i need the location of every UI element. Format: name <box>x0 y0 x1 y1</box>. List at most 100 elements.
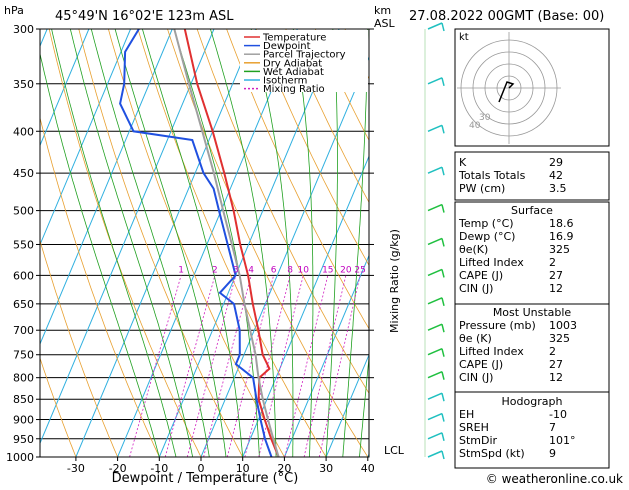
series-dewpoint <box>119 29 273 457</box>
wind-barb-flag <box>441 22 445 32</box>
legend-background <box>240 30 368 92</box>
mixing-ratio-line <box>226 275 274 457</box>
wind-barb-flag <box>441 348 445 357</box>
index-label: CAPE (J) <box>459 269 503 282</box>
wet-adiabat-line <box>342 29 369 457</box>
legend-label: Wet Adiabat <box>263 67 324 78</box>
index-label: CAPE (J) <box>459 358 503 371</box>
wet-adiabat-line <box>114 29 227 457</box>
wind-barb-staff <box>427 392 443 400</box>
pressure-tick-label: 850 <box>13 393 34 406</box>
temperature-tick-label: 10 <box>236 462 250 475</box>
pressure-tick-label: 400 <box>13 125 34 138</box>
index-label: Dewp (°C) <box>459 230 515 243</box>
mixing-ratio-label: 10 <box>297 265 309 275</box>
mixing-ratio-line <box>258 275 304 457</box>
isotherm-line <box>0 29 5 457</box>
copyright: © weatheronline.co.uk <box>486 472 623 486</box>
temperature-tick-label: -20 <box>109 462 127 475</box>
isotherm-line <box>242 154 369 457</box>
mixing-ratio-label: 3 <box>233 265 239 275</box>
wind-barb-staff <box>427 370 443 379</box>
index-value: 12 <box>549 371 563 384</box>
wind-barb-flag <box>441 432 445 441</box>
isotherm-line <box>325 353 369 457</box>
wet-adiabat-line <box>325 29 338 457</box>
index-value: 18.6 <box>549 217 574 230</box>
km-label: km <box>374 4 391 17</box>
index-value: 9 <box>549 447 556 460</box>
wind-barb-flag <box>441 77 445 86</box>
wet-adiabat-line <box>90 29 210 457</box>
index-value: 325 <box>549 243 570 256</box>
wet-adiabat-line <box>51 29 177 457</box>
wind-barb-staff <box>427 166 443 174</box>
hodograph-ring-label: 40 <box>469 121 481 131</box>
wind-barbs <box>424 22 445 460</box>
index-label: Pressure (mb) <box>459 319 536 332</box>
dry-adiabat-line <box>611 29 629 457</box>
legend-label: Mixing Ratio <box>263 84 325 95</box>
index-value: -10 <box>549 408 567 421</box>
index-value: 1003 <box>549 319 577 332</box>
wind-barb-staff <box>427 297 443 305</box>
dry-adiabat-line <box>48 29 202 457</box>
pressure-tick-label: 350 <box>13 78 34 91</box>
mixing-ratio-line <box>303 275 347 457</box>
legend-label: Isotherm <box>263 76 307 87</box>
wind-barb-flag <box>441 238 445 247</box>
index-label: Temp (°C) <box>458 217 514 230</box>
index-label: θe (K) <box>459 332 492 345</box>
legend-label: Temperature <box>262 33 326 44</box>
temperature-tick-label: -10 <box>150 462 168 475</box>
index-section-title: Hodograph <box>502 395 563 408</box>
wet-adiabat-line <box>292 29 314 457</box>
location-title: 45°49'N 16°02'E 123m ASL <box>55 9 234 24</box>
pressure-tick-label: 700 <box>13 324 34 337</box>
index-label: CIN (J) <box>459 282 493 295</box>
index-value: 27 <box>549 358 563 371</box>
wind-barb-flag <box>441 166 445 176</box>
mixing-ratio-line <box>186 275 237 457</box>
index-section-title: Surface <box>511 204 553 217</box>
isotherm-line <box>40 29 215 445</box>
wet-adiabat-line <box>69 29 194 457</box>
wet-adiabat-line <box>40 51 160 457</box>
legend-label: Dry Adiabat <box>263 58 322 69</box>
pressure-tick-label: 600 <box>13 269 34 282</box>
index-box <box>454 303 610 393</box>
hodograph-unit: kt <box>459 32 469 43</box>
mixing-ratio-labels: 1 2 3 4 6 8 10 15 20 25 <box>178 265 366 275</box>
index-value: 7 <box>549 421 556 434</box>
pressure-tick-label: 650 <box>13 298 34 311</box>
index-box <box>454 151 610 201</box>
wind-barb-flag <box>441 297 445 307</box>
lcl-label: LCL <box>384 444 405 457</box>
dry-adiabat-line <box>255 29 369 266</box>
mixing-ratio-axis-title: Mixing Ratio (g/kg) <box>388 229 401 333</box>
wind-barb-flag <box>441 125 445 134</box>
pressure-tick-label: 900 <box>13 414 34 427</box>
index-section-title: Most Unstable <box>493 306 572 319</box>
index-label: K <box>459 156 467 169</box>
dry-adiabat-line <box>285 29 369 204</box>
index-label: SREH <box>459 421 489 434</box>
temperature-tick-label: 0 <box>198 462 205 475</box>
index-value: 27 <box>549 269 563 282</box>
index-label: EH <box>459 408 474 421</box>
pressure-tick-label: 550 <box>13 238 34 251</box>
pressure-tick-label: 950 <box>13 433 34 446</box>
pressure-tick-label: 750 <box>13 349 34 362</box>
isotherm-line <box>200 55 369 457</box>
wind-barb-staff <box>427 268 443 277</box>
mixing-ratio-label: 2 <box>212 265 218 275</box>
index-label: Totals Totals <box>458 169 526 182</box>
pressure-tick-label: 1000 <box>6 451 34 464</box>
index-value: 2 <box>549 345 556 358</box>
index-label: StmSpd (kt) <box>459 447 525 460</box>
dry-adiabat-line <box>40 239 118 457</box>
